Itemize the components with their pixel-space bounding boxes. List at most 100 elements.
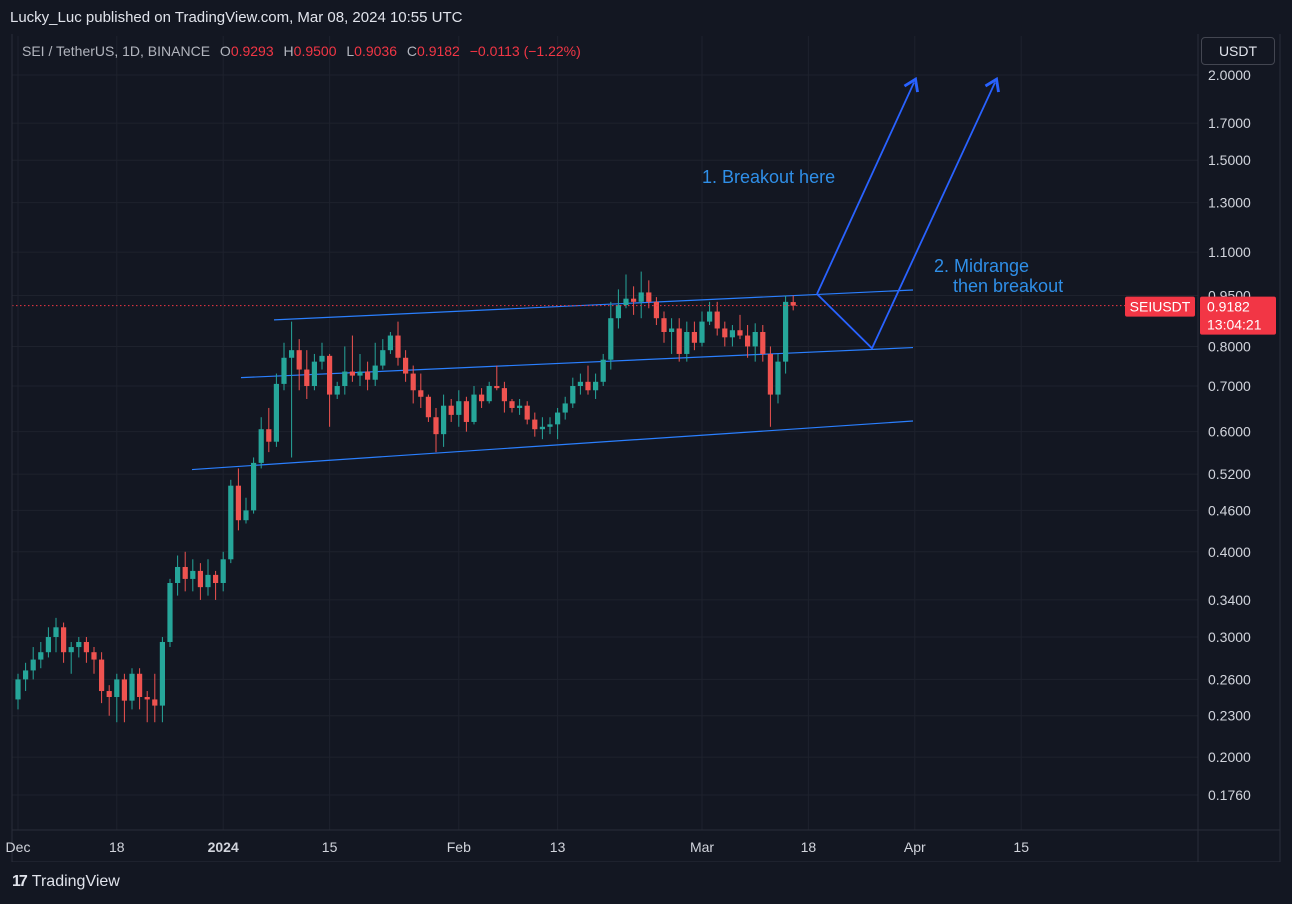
candle[interactable] [433, 407, 439, 453]
symbol-label[interactable]: SEI / TetherUS, 1D, BINANCE [22, 43, 211, 59]
candle[interactable] [182, 551, 188, 592]
candle[interactable] [251, 457, 257, 514]
candle[interactable] [167, 578, 173, 648]
candle[interactable] [562, 396, 568, 420]
candle[interactable] [23, 662, 29, 692]
candle[interactable] [53, 617, 59, 653]
candle[interactable] [15, 673, 21, 710]
candle[interactable] [790, 295, 796, 311]
candle[interactable] [121, 673, 127, 723]
candle[interactable] [752, 323, 758, 362]
candle[interactable] [220, 551, 226, 592]
candle[interactable] [722, 321, 728, 347]
candle[interactable] [783, 295, 789, 374]
candle[interactable] [342, 346, 348, 395]
candle[interactable] [517, 398, 523, 415]
candle[interactable] [615, 289, 621, 329]
candle[interactable] [767, 346, 773, 427]
candle[interactable] [144, 691, 150, 723]
candle[interactable] [365, 361, 371, 391]
candle[interactable] [448, 398, 454, 422]
candle[interactable] [38, 641, 44, 669]
candle[interactable] [129, 668, 135, 710]
candle[interactable] [235, 468, 241, 531]
candle[interactable] [152, 673, 158, 723]
candle[interactable] [494, 365, 500, 391]
candle[interactable] [532, 412, 538, 437]
candle[interactable] [479, 388, 485, 408]
candle[interactable] [311, 353, 317, 391]
currency-button[interactable]: USDT [1201, 37, 1275, 65]
candle[interactable] [547, 417, 553, 435]
candle[interactable] [539, 417, 545, 440]
candle[interactable] [114, 673, 120, 723]
candle[interactable] [486, 381, 492, 404]
candle[interactable] [524, 401, 530, 425]
candle[interactable] [395, 321, 401, 366]
candle[interactable] [137, 668, 143, 710]
candle[interactable] [585, 365, 591, 395]
candle[interactable] [243, 497, 249, 524]
candle[interactable] [638, 271, 644, 319]
candle[interactable] [646, 280, 652, 309]
candle[interactable] [190, 559, 196, 592]
candle[interactable] [471, 386, 477, 425]
candle[interactable] [266, 407, 272, 453]
candle[interactable] [387, 331, 393, 354]
candle[interactable] [83, 637, 89, 663]
candle[interactable] [30, 647, 36, 680]
candle[interactable] [213, 570, 219, 600]
candle[interactable] [159, 637, 165, 723]
candle[interactable] [661, 311, 667, 343]
candle[interactable] [608, 301, 614, 370]
candle[interactable] [676, 318, 682, 362]
candle[interactable] [441, 394, 447, 447]
candle[interactable] [175, 555, 181, 596]
chart-frame[interactable] [10, 34, 1280, 862]
candle[interactable] [425, 394, 431, 422]
candle[interactable] [357, 353, 363, 387]
candle[interactable] [593, 373, 599, 399]
candle[interactable] [106, 685, 112, 716]
candle[interactable] [501, 381, 507, 413]
candle[interactable] [691, 321, 697, 351]
candle[interactable] [289, 321, 295, 458]
candle[interactable] [45, 627, 51, 658]
candle[interactable] [99, 652, 105, 704]
candle[interactable] [281, 342, 287, 391]
candle[interactable] [197, 563, 203, 600]
candle[interactable] [714, 301, 720, 336]
candle[interactable] [327, 353, 333, 427]
midrange-arrow[interactable] [816, 76, 1000, 350]
candle[interactable] [775, 353, 781, 404]
candle[interactable] [372, 342, 378, 387]
breakout-arrow[interactable] [816, 76, 919, 295]
candle[interactable] [61, 622, 67, 663]
candle[interactable] [745, 325, 751, 358]
candle[interactable] [623, 274, 629, 309]
candle[interactable] [684, 321, 690, 362]
candle[interactable] [463, 396, 469, 432]
candle[interactable] [600, 353, 606, 387]
candle[interactable] [729, 325, 735, 347]
candle[interactable] [228, 479, 234, 564]
candle[interactable] [349, 335, 355, 382]
candle[interactable] [555, 407, 561, 440]
candle[interactable] [205, 559, 211, 596]
candle[interactable] [699, 311, 705, 347]
candle[interactable] [334, 381, 340, 399]
candle[interactable] [418, 373, 424, 408]
candle[interactable] [577, 373, 583, 395]
candle[interactable] [760, 325, 766, 362]
candle[interactable] [410, 365, 416, 404]
candle[interactable] [403, 350, 409, 382]
candle[interactable] [296, 339, 302, 391]
candle[interactable] [380, 339, 386, 370]
candle[interactable] [707, 301, 713, 326]
candle[interactable] [258, 417, 264, 469]
candle[interactable] [91, 647, 97, 674]
candle[interactable] [631, 286, 637, 315]
candle[interactable] [456, 390, 462, 427]
candle[interactable] [653, 297, 659, 326]
